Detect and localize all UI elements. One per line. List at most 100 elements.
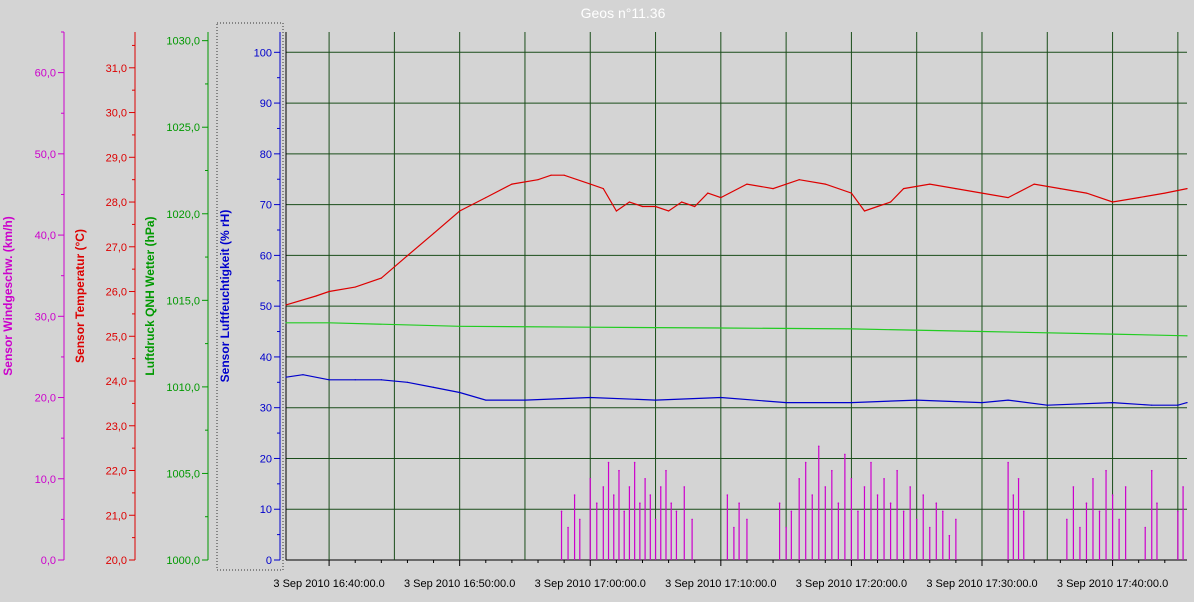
- data-point: [589, 326, 591, 328]
- x-tick-label: 3 Sep 2010 17:40:00.0: [1057, 578, 1168, 590]
- data-point: [537, 179, 539, 181]
- y-axis-wind: 0,0 10,0 20,0 30,0 40,0 50,0 60,0 Sensor Windge…: [1, 31, 65, 567]
- data-point: [955, 518, 957, 521]
- data-point: [691, 518, 693, 521]
- data-point: [1092, 477, 1094, 480]
- data-point: [654, 205, 657, 208]
- data-point: [1186, 335, 1188, 337]
- data-point: [1118, 518, 1120, 521]
- data-point: [459, 325, 461, 327]
- data-point: [380, 277, 382, 279]
- data-point: [1177, 510, 1179, 513]
- y-tick-label-temp: 30,0: [106, 108, 127, 120]
- data-point: [837, 502, 840, 504]
- data-point: [459, 391, 461, 394]
- data-point: [746, 183, 748, 185]
- y-tick-label-temp: 21,0: [106, 510, 127, 522]
- chart-title: Geos n°11.36: [581, 5, 666, 21]
- data-point: [354, 286, 356, 288]
- y-tick-label-temp: 23,0: [106, 421, 127, 433]
- data-point: [328, 290, 330, 293]
- y-axis-temp: 20,0 21,0 22,0 23,0 24,0 25,0 26,0 27,0 28,0 29,0…: [73, 32, 136, 567]
- data-point: [1007, 196, 1009, 199]
- data-point: [1150, 469, 1153, 472]
- data-point: [720, 396, 722, 399]
- data-point: [870, 461, 872, 464]
- data-point: [863, 486, 866, 488]
- data-point: [1105, 469, 1107, 472]
- data-point: [485, 399, 487, 401]
- data-point: [1164, 192, 1166, 194]
- y-tick-label-pressure: 1000,0: [166, 555, 200, 567]
- y-axis-label-humidity: Sensor Luftfeuchtigkeit (% rH): [218, 210, 232, 383]
- data-point: [889, 201, 892, 203]
- y-tick-label-temp: 28,0: [106, 197, 127, 209]
- data-point: [720, 327, 722, 329]
- y-axis-label-pressure: Luftdruck QNH Wetter (hPa): [143, 216, 157, 375]
- data-point: [1098, 510, 1101, 513]
- data-point: [675, 510, 678, 513]
- data-point: [1066, 518, 1068, 521]
- series-pressure: [285, 322, 1188, 337]
- y-tick-label-humidity: 90: [260, 98, 272, 110]
- data-point: [1156, 502, 1158, 504]
- data-point: [1007, 461, 1009, 464]
- data-point: [798, 477, 800, 480]
- data-point: [406, 255, 409, 257]
- data-point: [683, 486, 686, 488]
- y-tick-label-pressure: 1010,0: [166, 382, 200, 394]
- data-point: [595, 502, 598, 504]
- data-point: [981, 330, 983, 333]
- data-point: [579, 518, 581, 521]
- x-axis: 3 Sep 2010 16:40:00.0 3 Sep 2010 16:50:00…: [273, 32, 1187, 590]
- y-tick-label-temp: 22,0: [106, 466, 127, 478]
- data-point: [876, 494, 879, 496]
- data-point: [633, 461, 636, 464]
- data-point: [654, 518, 657, 521]
- data-point: [1007, 399, 1009, 401]
- data-point: [1012, 494, 1015, 496]
- data-point: [1111, 333, 1114, 335]
- data-point: [315, 295, 317, 297]
- y-tick-label-humidity: 30: [260, 403, 272, 415]
- data-point: [628, 486, 631, 488]
- data-point: [798, 179, 800, 181]
- data-point: [915, 518, 918, 521]
- data-point: [511, 183, 513, 185]
- x-tick-label: 3 Sep 2010 16:50:00.0: [404, 578, 515, 590]
- data-point: [623, 510, 626, 513]
- y-axis-pressure: 1000,0 1005,0 1010,0 1015,0 1020,0 1025,0 1030…: [143, 32, 209, 567]
- data-point: [602, 486, 605, 488]
- y-tick-label-pressure: 1030,0: [166, 36, 200, 48]
- data-point: [1111, 494, 1114, 496]
- data-point: [667, 210, 670, 212]
- data-point: [1022, 510, 1025, 513]
- data-point: [902, 510, 905, 513]
- data-point: [817, 445, 820, 448]
- y-axis-label-wind: Sensor Windgeschw. (km/h): [1, 216, 15, 375]
- data-point: [850, 477, 853, 480]
- data-point: [380, 379, 382, 381]
- data-point: [612, 494, 615, 496]
- data-point: [659, 486, 662, 488]
- series-humidity: [285, 374, 1188, 406]
- data-point: [707, 192, 709, 194]
- data-point: [824, 486, 827, 488]
- data-point: [550, 174, 552, 176]
- data-point: [1072, 486, 1075, 488]
- y-tick-label-humidity: 0: [266, 555, 272, 567]
- data-point: [955, 188, 957, 190]
- y-tick-label-temp: 31,0: [106, 63, 127, 75]
- y-tick-label-temp: 25,0: [106, 331, 127, 343]
- data-point: [1046, 404, 1048, 406]
- data-point: [589, 396, 591, 399]
- y-tick-label-temp: 29,0: [106, 152, 127, 164]
- y-tick-label-humidity: 70: [260, 200, 272, 212]
- data-point: [459, 210, 461, 212]
- y-tick-label-humidity: 10: [260, 504, 272, 516]
- data-point: [863, 210, 866, 212]
- data-point: [916, 399, 918, 401]
- data-point: [720, 196, 722, 199]
